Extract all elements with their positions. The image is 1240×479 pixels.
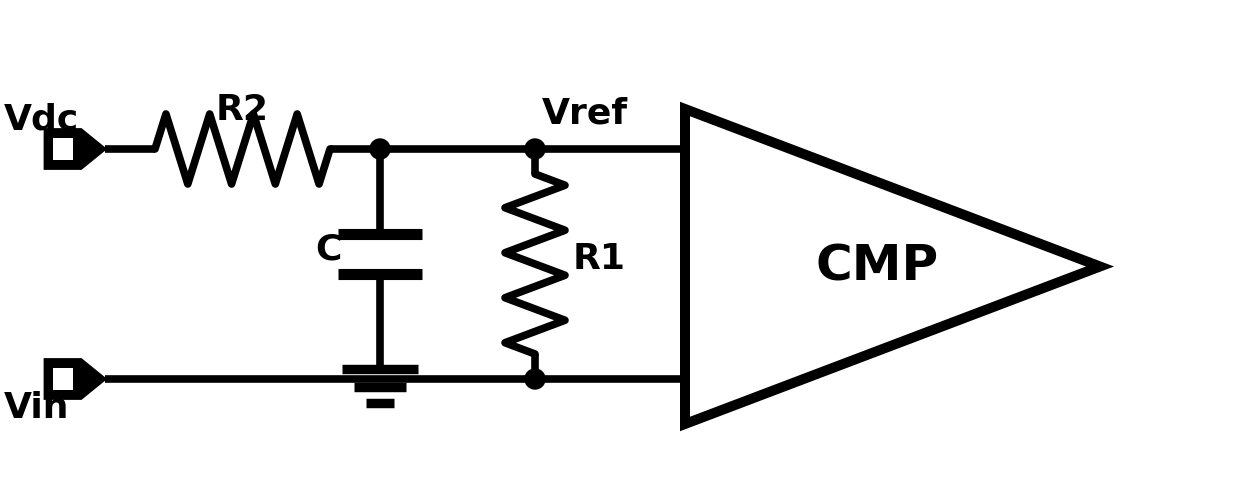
Polygon shape	[53, 138, 73, 160]
Text: R2: R2	[216, 93, 269, 127]
Polygon shape	[53, 368, 73, 390]
Polygon shape	[684, 109, 1100, 424]
Circle shape	[370, 139, 391, 159]
Polygon shape	[45, 129, 105, 169]
Circle shape	[525, 139, 546, 159]
Text: CMP: CMP	[816, 242, 939, 290]
Text: R1: R1	[573, 242, 626, 276]
Polygon shape	[45, 360, 105, 399]
Text: C: C	[315, 232, 341, 266]
Circle shape	[525, 369, 546, 389]
Text: Vdc: Vdc	[4, 102, 79, 136]
Text: Vref: Vref	[542, 97, 629, 131]
Text: Vin: Vin	[4, 391, 69, 425]
